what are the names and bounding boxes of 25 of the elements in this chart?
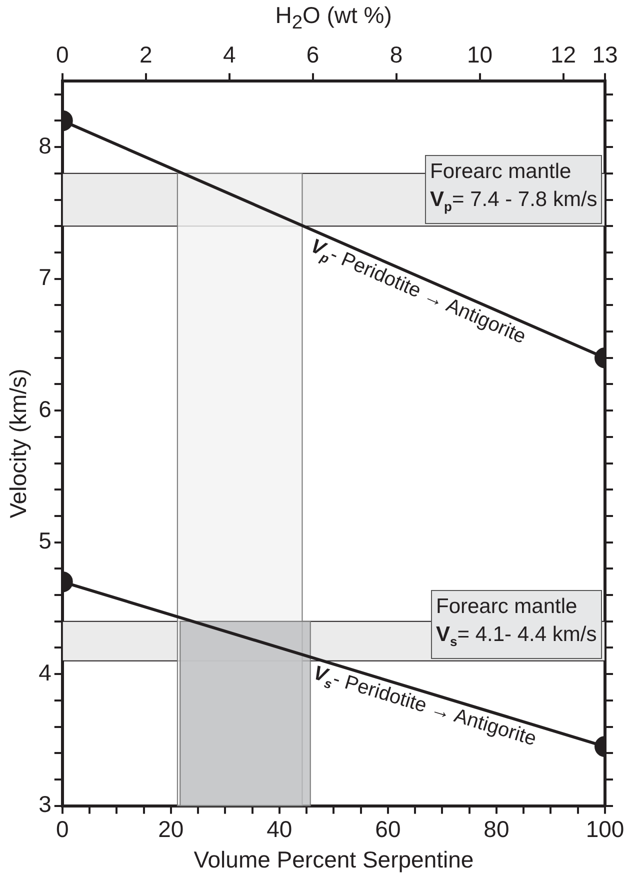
x2-tick-label: 12 [550,42,576,68]
x2-tick-label: 10 [466,42,493,68]
band-label: Forearc mantle V$_{p}$= 7.4 - 7.8 km/s [425,155,602,224]
x-tick-label: 40 [266,816,292,842]
x-tick-label: 0 [56,816,69,842]
y-axis-title: Velocity (km/s) [5,368,32,518]
x2-axis-title: H$_{2}$O (wt %) [275,2,392,35]
y-tick-label: 8 [38,132,52,158]
x-tick-label: 80 [484,816,510,842]
x2-tick-label: 6 [306,42,320,68]
x2-tick-label: 2 [139,42,152,68]
y-tick-label: 5 [38,528,52,554]
x-tick-label: 100 [586,816,624,842]
y-tick-label: 6 [38,396,52,422]
x2-tick-label: 13 [592,42,618,68]
y-tick-label: 4 [38,659,52,686]
y-tick-label: 7 [38,264,52,290]
x2-tick-label: 8 [390,42,403,68]
y-tick-label: 3 [38,791,52,818]
band-label: Forearc mantle V$_{s}$= 4.1- 4.4 km/s [431,590,602,660]
x2-tick-label: 4 [222,42,236,68]
x-tick-label: 60 [375,816,401,842]
x-tick-label: 20 [158,816,184,842]
x-axis-title: Volume Percent Serpentine [194,846,474,873]
x2-tick-label: 0 [56,42,69,68]
